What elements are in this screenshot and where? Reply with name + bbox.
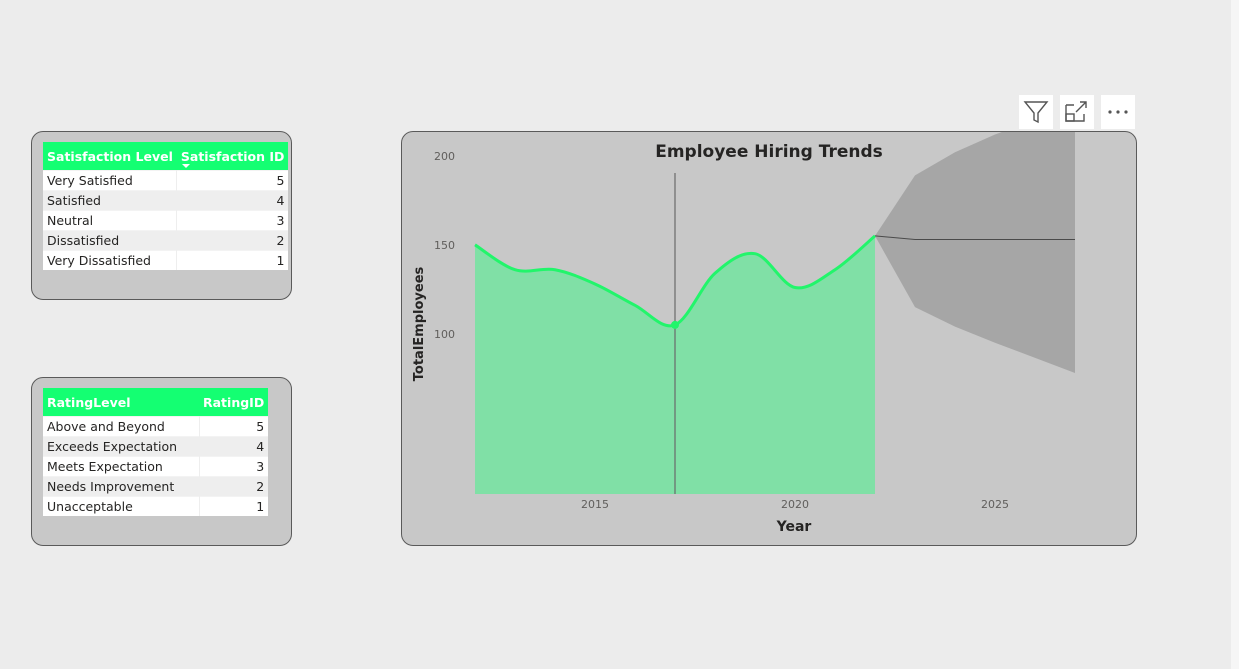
chart-title: Employee Hiring Trends [655, 142, 883, 162]
filter-button[interactable] [1019, 95, 1053, 129]
forecast-confidence-band [875, 105, 1075, 373]
highlight-point [671, 320, 679, 329]
table-cell: 4 [199, 436, 269, 457]
table-cell: Above and Beyond [43, 416, 200, 437]
table-row[interactable]: Unacceptable 1 [43, 496, 269, 516]
table-cell: 2 [176, 230, 289, 251]
column-header-satisfaction-level[interactable]: Satisfaction Level [43, 142, 177, 171]
table-cell: 5 [176, 170, 289, 191]
y-tick-label: 150 [434, 239, 455, 252]
x-axis-title: Year [776, 519, 812, 535]
table-cell: Meets Expectation [43, 456, 200, 477]
more-options-icon [1108, 110, 1128, 114]
satisfaction-table-card: Satisfaction Level Satisfaction ID Very … [31, 131, 292, 300]
table-cell: 4 [176, 190, 289, 211]
scrollbar-track [1231, 0, 1239, 669]
table-cell: 5 [199, 416, 269, 437]
column-header-rating-level[interactable]: RatingLevel [43, 388, 199, 417]
rating-table-card: RatingLevel RatingID Above and Beyond 5 E… [31, 377, 292, 546]
table-row[interactable]: Very Dissatisfied 1 [43, 250, 289, 270]
rating-table: RatingLevel RatingID Above and Beyond 5 E… [43, 388, 269, 516]
column-header-rating-id[interactable]: RatingID [199, 388, 269, 417]
table-cell: 1 [176, 250, 289, 270]
column-header-satisfaction-id[interactable]: Satisfaction ID [176, 142, 289, 171]
table-cell: 3 [199, 456, 269, 477]
table-row[interactable]: Dissatisfied 2 [43, 230, 289, 251]
table-cell: Needs Improvement [43, 476, 200, 497]
table-cell: Exceeds Expectation [43, 436, 200, 457]
table-cell: Neutral [43, 210, 178, 231]
filter-icon [1023, 101, 1049, 124]
table-cell: 1 [199, 496, 269, 516]
hiring-trends-chart[interactable]: Employee Hiring Trends Year TotalEmploye… [402, 105, 1136, 545]
satisfaction-table: Satisfaction Level Satisfaction ID Very … [43, 142, 289, 270]
table-cell: Satisfied [43, 190, 178, 211]
x-tick-label: 2020 [781, 498, 809, 511]
focus-mode-button[interactable] [1060, 95, 1094, 129]
forecast-line [874, 235, 1075, 240]
sort-descending-icon [181, 164, 190, 168]
table-cell: Dissatisfied [43, 230, 178, 251]
focus-mode-icon [1065, 101, 1087, 122]
table-row[interactable]: Above and Beyond 5 [43, 416, 269, 437]
table-cell: Very Satisfied [43, 170, 178, 191]
table-row[interactable]: Neutral 3 [43, 210, 289, 231]
y-tick-label: 200 [434, 150, 455, 163]
column-header-label: Satisfaction ID [180, 148, 285, 164]
table-cell: Very Dissatisfied [43, 250, 178, 270]
table-cell: Unacceptable [43, 496, 200, 516]
y-tick-label: 100 [434, 328, 455, 341]
more-options-button[interactable] [1101, 95, 1135, 129]
x-tick-label: 2015 [581, 498, 609, 511]
table-row[interactable]: Exceeds Expectation 4 [43, 436, 269, 457]
y-axis-title: TotalEmployees [412, 267, 427, 382]
table-cell: 3 [176, 210, 289, 231]
plot-area: 100 150 200 2015 2020 2025 [434, 105, 1075, 511]
table-row[interactable]: Meets Expectation 3 [43, 456, 269, 477]
x-tick-label: 2025 [981, 498, 1009, 511]
table-row[interactable]: Needs Improvement 2 [43, 476, 269, 497]
table-row[interactable]: Satisfied 4 [43, 190, 289, 211]
table-cell: 2 [199, 476, 269, 497]
hiring-trends-chart-card[interactable]: Employee Hiring Trends Year TotalEmploye… [401, 105, 1137, 546]
table-row[interactable]: Very Satisfied 5 [43, 170, 289, 191]
